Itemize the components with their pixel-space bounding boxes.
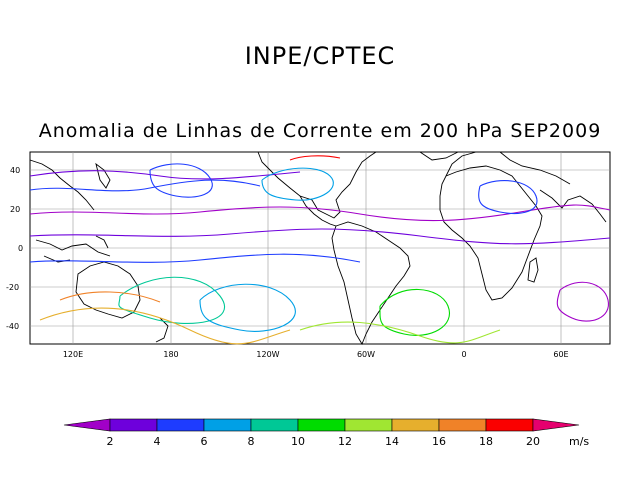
latitude-axis: 40 20 0 -20 -40 [6, 166, 23, 331]
colorbar: 2 4 6 8 10 12 14 16 18 20 [63, 418, 580, 448]
coastline-east-asia [29, 159, 95, 211]
lat-tick-label: 40 [10, 166, 20, 175]
colorbar-tick-label: 14 [385, 435, 399, 448]
colorbar-swatch [109, 418, 158, 432]
lon-tick-label: 60W [357, 350, 375, 359]
colorbar-swatch [391, 418, 440, 432]
colorbar-tick-label: 16 [432, 435, 446, 448]
coastline-europe [445, 151, 571, 185]
lat-tick-label: -20 [6, 283, 19, 292]
colorbar-tick-label: 2 [107, 435, 114, 448]
colorbar-swatch [250, 418, 299, 432]
colorbar-tick-label: 10 [291, 435, 305, 448]
coastline-madagascar [527, 257, 539, 283]
colorbar-tick-label: 20 [526, 435, 540, 448]
colorbar-swatch [203, 418, 252, 432]
organization-title: INPE/CPTEC [244, 42, 396, 70]
coastline-new-zealand [155, 317, 169, 343]
lat-tick-label: 20 [10, 205, 20, 214]
coastline-africa [439, 165, 543, 301]
map-title: Anomalia de Linhas de Corrente em 200 hP… [38, 120, 602, 142]
lat-tick-label: -40 [6, 322, 19, 331]
lon-tick-label: 60E [553, 350, 568, 359]
lon-tick-label: 0 [461, 350, 466, 359]
colorbar-unit: m/s [569, 435, 589, 448]
colorbar-tick-label: 8 [248, 435, 255, 448]
coastline-arabia-india [539, 189, 607, 223]
colorbar-tick-label: 6 [201, 435, 208, 448]
coastlines [29, 151, 607, 346]
lat-tick-label: 0 [18, 244, 23, 253]
coastline-central-america [299, 195, 337, 227]
colorbar-tick-label: 4 [154, 435, 161, 448]
colorbar-max-arrow [532, 418, 580, 432]
colorbar-swatch [156, 418, 205, 432]
colorbar-swatch [297, 418, 346, 432]
colorbar-swatch [485, 418, 534, 432]
lon-tick-label: 180 [163, 350, 178, 359]
map-plot-area [29, 151, 611, 346]
lon-tick-label: 120E [63, 350, 83, 359]
streamlines [29, 155, 611, 345]
colorbar-min-arrow [63, 418, 111, 432]
longitude-axis: 120E 180 120W 60W 0 60E [63, 350, 569, 359]
colorbar-tick-label: 12 [338, 435, 352, 448]
coastline-north-america [257, 151, 377, 219]
colorbar-tick-label: 18 [479, 435, 493, 448]
colorbar-swatch [344, 418, 393, 432]
colorbar-swatch [438, 418, 487, 432]
coastline-japan [95, 162, 111, 189]
coastline-greenland [419, 151, 459, 161]
coastline-australia [75, 261, 141, 319]
lon-tick-label: 120W [256, 350, 279, 359]
